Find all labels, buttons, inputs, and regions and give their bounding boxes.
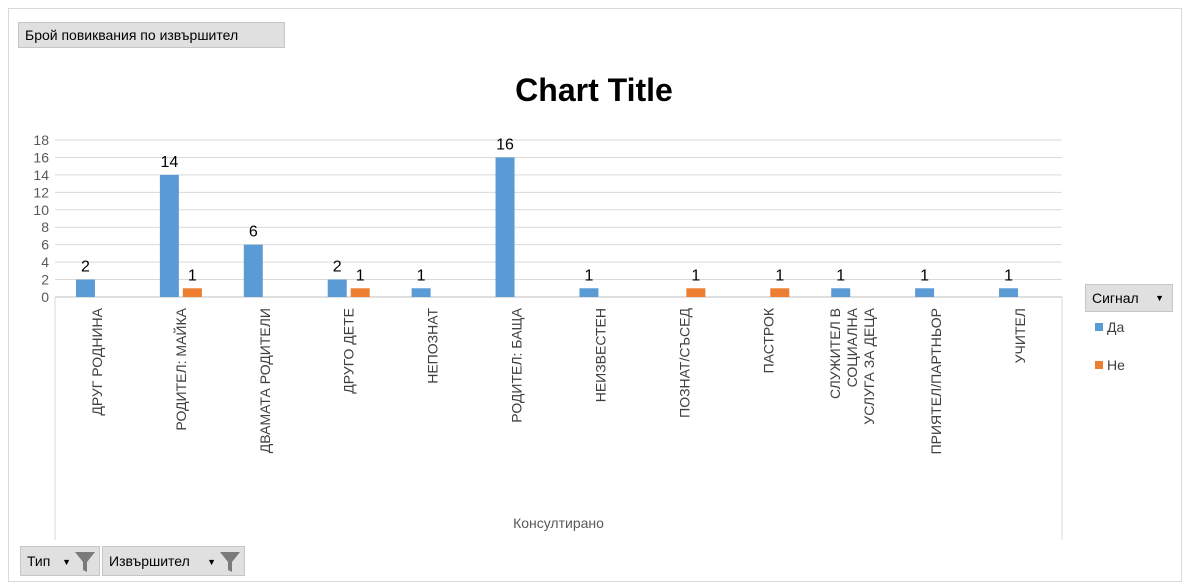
bar-da bbox=[999, 288, 1019, 297]
category-label-text: НЕИЗВЕСТЕН bbox=[592, 308, 608, 402]
category-label-text: ПОЗНАТ/СЪСЕД bbox=[676, 307, 692, 417]
category-label: ПРИЯТЕЛ/ПАРТНЬОР bbox=[928, 308, 944, 454]
data-label: 1 bbox=[836, 267, 845, 284]
category-label-text: ПАСТРОК bbox=[760, 307, 776, 373]
category-label-text: НЕПОЗНАТ bbox=[425, 308, 441, 384]
legend-swatch-da bbox=[1095, 323, 1103, 331]
bar-da bbox=[411, 288, 431, 297]
dropdown-arrow-icon: ▼ bbox=[207, 557, 216, 567]
y-tick-label: 10 bbox=[33, 202, 49, 218]
legend-field-button[interactable]: Сигнал ▼ bbox=[1085, 284, 1173, 312]
funnel-filter-icon bbox=[75, 552, 95, 572]
data-label: 14 bbox=[160, 154, 178, 171]
data-label: 2 bbox=[333, 259, 342, 276]
category-label: НЕИЗВЕСТЕН bbox=[592, 308, 608, 402]
category-label: ДРУГО ДЕТЕ bbox=[341, 308, 357, 394]
bar-da bbox=[243, 244, 263, 297]
legend-label-da: Да bbox=[1107, 319, 1125, 335]
legend-field-label: Сигнал bbox=[1092, 290, 1139, 306]
dropdown-arrow-icon: ▼ bbox=[62, 557, 71, 567]
y-tick-label: 8 bbox=[41, 219, 49, 235]
data-label: 1 bbox=[1004, 267, 1013, 284]
bar-da bbox=[327, 279, 347, 297]
category-label: РОДИТЕЛ: МАЙКА bbox=[172, 307, 189, 430]
legend-item-da[interactable]: Да bbox=[1095, 319, 1124, 335]
data-label: 1 bbox=[691, 267, 700, 284]
measure-field-button[interactable]: Брой повиквания по извършител bbox=[18, 22, 285, 48]
category-label-text: РОДИТЕЛ: МАЙКА bbox=[172, 307, 189, 430]
data-label: 1 bbox=[188, 267, 197, 284]
filter-performer-label: Извършител bbox=[109, 553, 190, 569]
chart-title[interactable]: Chart Title bbox=[515, 72, 673, 108]
category-label: НЕПОЗНАТ bbox=[425, 308, 441, 384]
filter-performer-button[interactable]: Извършител ▼ bbox=[102, 546, 245, 576]
x-axis-title: Консултирано bbox=[513, 515, 604, 531]
data-label: 2 bbox=[81, 259, 90, 276]
category-label-text: РОДИТЕЛ: БАЩА bbox=[509, 307, 525, 422]
category-label-text: СЛУЖИТЕЛ В bbox=[827, 308, 843, 399]
y-tick-label: 6 bbox=[41, 237, 49, 253]
category-label-text: УСЛУГА ЗА ДЕЦА bbox=[861, 307, 877, 424]
category-label-text: УЧИТЕЛ bbox=[1012, 308, 1028, 363]
bar-da bbox=[495, 157, 515, 297]
data-label: 1 bbox=[920, 267, 929, 284]
category-label-text: ДРУГ РОДНИНА bbox=[89, 307, 105, 415]
category-label: РОДИТЕЛ: БАЩА bbox=[509, 307, 525, 422]
category-label: УЧИТЕЛ bbox=[1012, 308, 1028, 363]
funnel-filter-icon bbox=[220, 552, 240, 572]
legend-item-ne[interactable]: Не bbox=[1095, 357, 1125, 373]
filter-type-label: Тип bbox=[27, 553, 51, 569]
category-label: ДВАМАТА РОДИТЕЛИ bbox=[257, 308, 273, 453]
data-label: 6 bbox=[249, 224, 258, 241]
data-label: 1 bbox=[356, 267, 365, 284]
data-label: 1 bbox=[775, 267, 784, 284]
category-label: ПАСТРОК bbox=[760, 307, 776, 373]
dropdown-arrow-icon: ▼ bbox=[1155, 293, 1164, 303]
y-tick-label: 18 bbox=[33, 132, 49, 148]
bar-ne bbox=[182, 288, 202, 297]
y-tick-label: 14 bbox=[33, 167, 49, 183]
category-label: СЛУЖИТЕЛ В СОЦИАЛНА УСЛУГА ЗА ДЕЦА bbox=[827, 307, 877, 424]
measure-field-label: Брой повиквания по извършител bbox=[25, 27, 239, 43]
data-label: 16 bbox=[496, 136, 514, 153]
category-label-text: ДВАМАТА РОДИТЕЛИ bbox=[257, 308, 273, 453]
legend-label-ne: Не bbox=[1107, 357, 1125, 373]
y-tick-label: 2 bbox=[41, 272, 49, 288]
bar-ne bbox=[686, 288, 706, 297]
filter-type-button[interactable]: Тип ▼ bbox=[20, 546, 100, 576]
bar-da bbox=[915, 288, 935, 297]
legend-swatch-ne bbox=[1095, 361, 1103, 369]
bar-ne bbox=[770, 288, 790, 297]
category-label: ПОЗНАТ/СЪСЕД bbox=[676, 307, 692, 417]
bar-da bbox=[579, 288, 599, 297]
category-label: ДРУГ РОДНИНА bbox=[89, 307, 105, 415]
y-tick-label: 4 bbox=[41, 254, 49, 270]
category-label-text: ДРУГО ДЕТЕ bbox=[341, 308, 357, 394]
data-label: 1 bbox=[585, 267, 594, 284]
bar-da bbox=[159, 174, 179, 297]
category-label-text: ПРИЯТЕЛ/ПАРТНЬОР bbox=[928, 308, 944, 454]
bar-da bbox=[831, 288, 851, 297]
y-tick-label: 0 bbox=[41, 289, 49, 305]
data-label: 1 bbox=[417, 267, 426, 284]
bar-ne bbox=[350, 288, 370, 297]
y-tick-label: 16 bbox=[33, 149, 49, 165]
y-tick-label: 12 bbox=[33, 184, 49, 200]
category-label-text: СОЦИАЛНА bbox=[844, 307, 860, 387]
bar-da bbox=[75, 279, 95, 297]
